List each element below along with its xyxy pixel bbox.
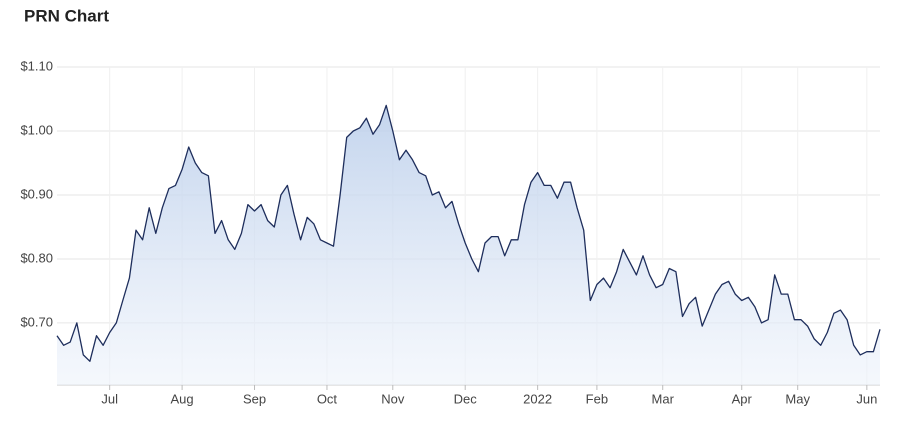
- axis-labels: $0.70 $0.80 $0.90 $1.00 $1.10 Jul Aug Sep Oct Nov…: [20, 58, 877, 406]
- x-tick-label: Aug: [171, 391, 194, 406]
- y-tick-label: $0.70: [20, 314, 53, 329]
- x-tick-label: Jul: [101, 391, 118, 406]
- x-tick-label: Feb: [586, 391, 608, 406]
- x-tick-label: Oct: [317, 391, 338, 406]
- x-tick-label: Apr: [732, 391, 753, 406]
- x-tick-label: Nov: [381, 391, 405, 406]
- x-tick-label: May: [785, 391, 810, 406]
- y-tick-label: $0.90: [20, 186, 53, 201]
- y-tick-label: $1.00: [20, 122, 53, 137]
- plot-area: [56, 104, 881, 386]
- price-line: [56, 104, 881, 362]
- y-tick-label: $0.80: [20, 250, 53, 265]
- x-tick-label: Mar: [652, 391, 675, 406]
- area-fill: [57, 105, 880, 386]
- x-tick-label: Jun: [856, 391, 877, 406]
- x-tick-label: Dec: [454, 391, 478, 406]
- x-tick-label: 2022: [523, 391, 552, 406]
- chart-title: PRN Chart: [24, 6, 109, 25]
- y-tick-label: $1.10: [20, 58, 53, 73]
- x-tick-label: Sep: [243, 391, 266, 406]
